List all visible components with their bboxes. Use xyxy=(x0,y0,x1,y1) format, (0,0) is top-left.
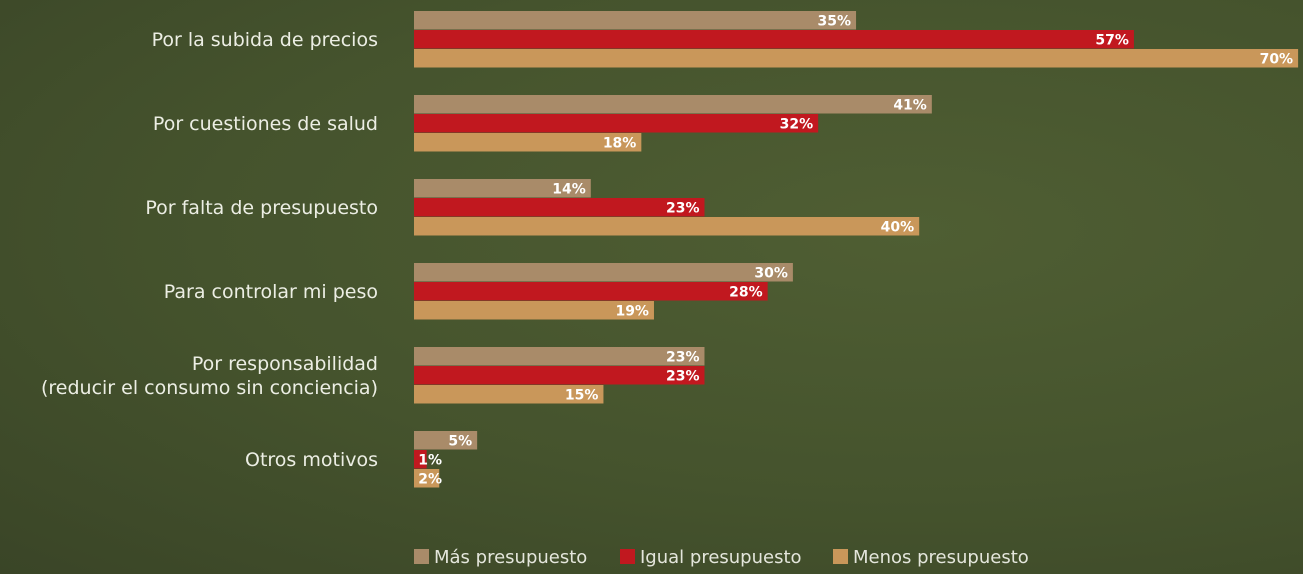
bar xyxy=(414,114,818,133)
bar xyxy=(414,11,856,30)
legend-label: Igual presupuesto xyxy=(640,547,802,568)
value-label: 19% xyxy=(615,303,649,319)
legend-swatch xyxy=(833,549,848,564)
legend-label: Menos presupuesto xyxy=(853,547,1029,568)
value-label: 5% xyxy=(448,433,472,449)
chart: 35% 57% 70% 41% 32% 18% 14% 23% 40% 30% 28% 19% 23% 2… xyxy=(0,0,1303,574)
value-label: 23% xyxy=(666,349,700,365)
legend-swatch xyxy=(620,549,635,564)
legend-swatch xyxy=(414,549,429,564)
category-label: Por falta de presupuesto xyxy=(145,196,378,220)
bar xyxy=(414,217,919,236)
category-label: Por responsabilidad (reducir el consumo … xyxy=(41,352,378,400)
bar xyxy=(414,95,932,114)
bar xyxy=(414,49,1298,68)
value-label: 30% xyxy=(754,265,788,281)
bar xyxy=(414,198,704,217)
value-label: 35% xyxy=(818,13,852,29)
value-label: 32% xyxy=(780,116,814,132)
value-label: 15% xyxy=(565,387,599,403)
value-label: 2% xyxy=(418,471,442,487)
category-label: Otros motivos xyxy=(245,448,378,472)
value-label: 23% xyxy=(666,200,700,216)
category-label: Por cuestiones de salud xyxy=(153,112,378,136)
bar xyxy=(414,30,1134,49)
value-label: 14% xyxy=(552,181,586,197)
legend-label: Más presupuesto xyxy=(434,547,587,568)
value-label: 70% xyxy=(1260,51,1294,67)
value-label: 18% xyxy=(603,135,637,151)
category-label: Para controlar mi peso xyxy=(164,280,378,304)
value-label: 40% xyxy=(881,219,915,235)
bar xyxy=(414,282,768,301)
value-label: 57% xyxy=(1095,32,1129,48)
value-label: 41% xyxy=(893,97,927,113)
bar xyxy=(414,347,704,366)
value-label: 23% xyxy=(666,368,700,384)
bar xyxy=(414,263,793,282)
bar xyxy=(414,366,704,385)
category-label: Por la subida de precios xyxy=(152,28,378,52)
value-label: 1% xyxy=(418,452,442,468)
value-label: 28% xyxy=(729,284,763,300)
